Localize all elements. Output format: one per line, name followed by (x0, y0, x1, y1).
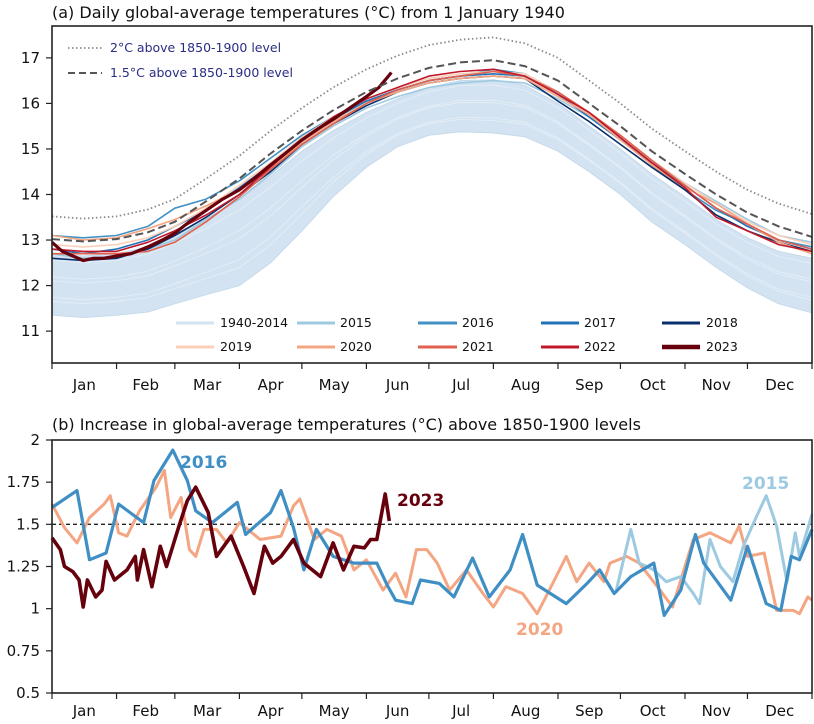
panel-b-month-label: Dec (765, 702, 794, 720)
panel-a-month-label: Dec (765, 376, 794, 394)
series-line-2015 (614, 494, 814, 606)
band-texture-line (51, 102, 813, 284)
panel-b-month-label: Oct (640, 702, 666, 720)
panel-b-title: (b) Increase in global-average temperatu… (52, 415, 641, 434)
series-legend: 1940-2014 2015 2016 2017 2018 2019 2020 … (176, 315, 738, 354)
series-line-2021 (52, 70, 813, 255)
panel-b: 0.5 0.75 1 1.25 1.5 1.75 2 Jan Feb Mar Apr May Jun Ju… (7, 431, 814, 720)
panel-a-month-label: Oct (640, 376, 666, 394)
series-line-2016 (51, 448, 814, 617)
legend-label-2016: 2016 (462, 315, 494, 330)
panel-a-month-label: Aug (511, 376, 540, 394)
panel-b-month-label: Feb (132, 702, 159, 720)
panel-a-month-label: Apr (258, 376, 285, 394)
panel-b-ytick-label: 1.25 (7, 558, 40, 576)
panel-a-ytick-label: 17 (21, 49, 40, 67)
panel-b-month-label: Nov (702, 702, 731, 720)
panel-a-ytick-label: 12 (21, 277, 40, 295)
annotation-2016: 2016 (180, 453, 227, 473)
panel-b-month-label: Aug (511, 702, 540, 720)
panel-b-month-label: Mar (193, 702, 222, 720)
legend-label-1940-2014: 1940-2014 (220, 315, 288, 330)
threshold-legend: 2°C above 1850-1900 level 1.5°C above 18… (68, 40, 293, 80)
legend-label-2021: 2021 (462, 339, 494, 354)
panel-a-ytick-label: 16 (21, 94, 40, 112)
legend-label-2015: 2015 (340, 315, 372, 330)
panel-b-ytick-label: 1.5 (16, 515, 40, 533)
panel-b-month-label: Jun (385, 702, 409, 720)
band-texture-line (51, 119, 813, 305)
panel-a-month-label: Feb (132, 376, 159, 394)
band-texture-line (51, 84, 813, 265)
panel-b-month-label: Jul (451, 702, 470, 720)
panel-a-title: (a) Daily global-average temperatures (°… (52, 3, 565, 22)
series-line-2023 (50, 71, 393, 263)
band-texture-line (51, 99, 813, 280)
panel-a-month-label: Sep (575, 376, 603, 394)
legend-label-2023: 2023 (706, 339, 738, 354)
panel-a-month-label: Mar (193, 376, 222, 394)
legend-label-2022: 2022 (584, 339, 616, 354)
panel-b-ytick-label: 0.5 (16, 684, 40, 702)
legend-label-2019: 2019 (220, 339, 252, 354)
panel-a: 11 12 13 14 15 16 17 Jan Feb Mar Apr May Jun Jul Aug Se… (21, 25, 813, 394)
panel-b-ytick-label: 0.75 (7, 642, 40, 660)
panel-a-month-label: Jul (451, 376, 470, 394)
series-line-2019 (51, 70, 813, 248)
legend-label-2018: 2018 (706, 315, 738, 330)
legend-label-2017: 2017 (584, 315, 616, 330)
panel-b-month-label: Jan (72, 702, 96, 720)
panel-a-month-label: May (319, 376, 350, 394)
panel-b-ytick-label: 1.75 (7, 473, 40, 491)
series-line-2023 (50, 485, 392, 609)
panel-a-ytick-label: 13 (21, 231, 40, 249)
panel-a-month-label: Jun (385, 376, 409, 394)
threshold-2c-line (51, 36, 813, 220)
legend-label-2c: 2°C above 1850-1900 level (110, 40, 281, 55)
annotation-2015: 2015 (742, 474, 789, 494)
panel-a-ytick-label: 15 (21, 140, 40, 158)
panel-b-ytick-label: 2 (30, 431, 40, 449)
panel-b-month-label: May (319, 702, 350, 720)
legend-label-2020: 2020 (340, 339, 372, 354)
band-texture-line (51, 116, 813, 301)
panel-b-month-label: Sep (575, 702, 603, 720)
annotation-2023: 2023 (397, 491, 444, 511)
panel-a-ytick-label: 14 (21, 186, 40, 204)
panel-a-month-label: Jan (72, 376, 96, 394)
panel-a-ytick-label: 11 (21, 322, 40, 340)
series-line-2022 (51, 68, 813, 253)
panel-b-ytick-label: 1 (30, 600, 40, 618)
panel-a-month-label: Nov (702, 376, 731, 394)
panel-b-month-label: Apr (258, 702, 285, 720)
annotation-2020: 2020 (516, 620, 563, 640)
threshold-1-5c-line (51, 59, 813, 243)
legend-label-1-5c: 1.5°C above 1850-1900 level (110, 65, 293, 80)
